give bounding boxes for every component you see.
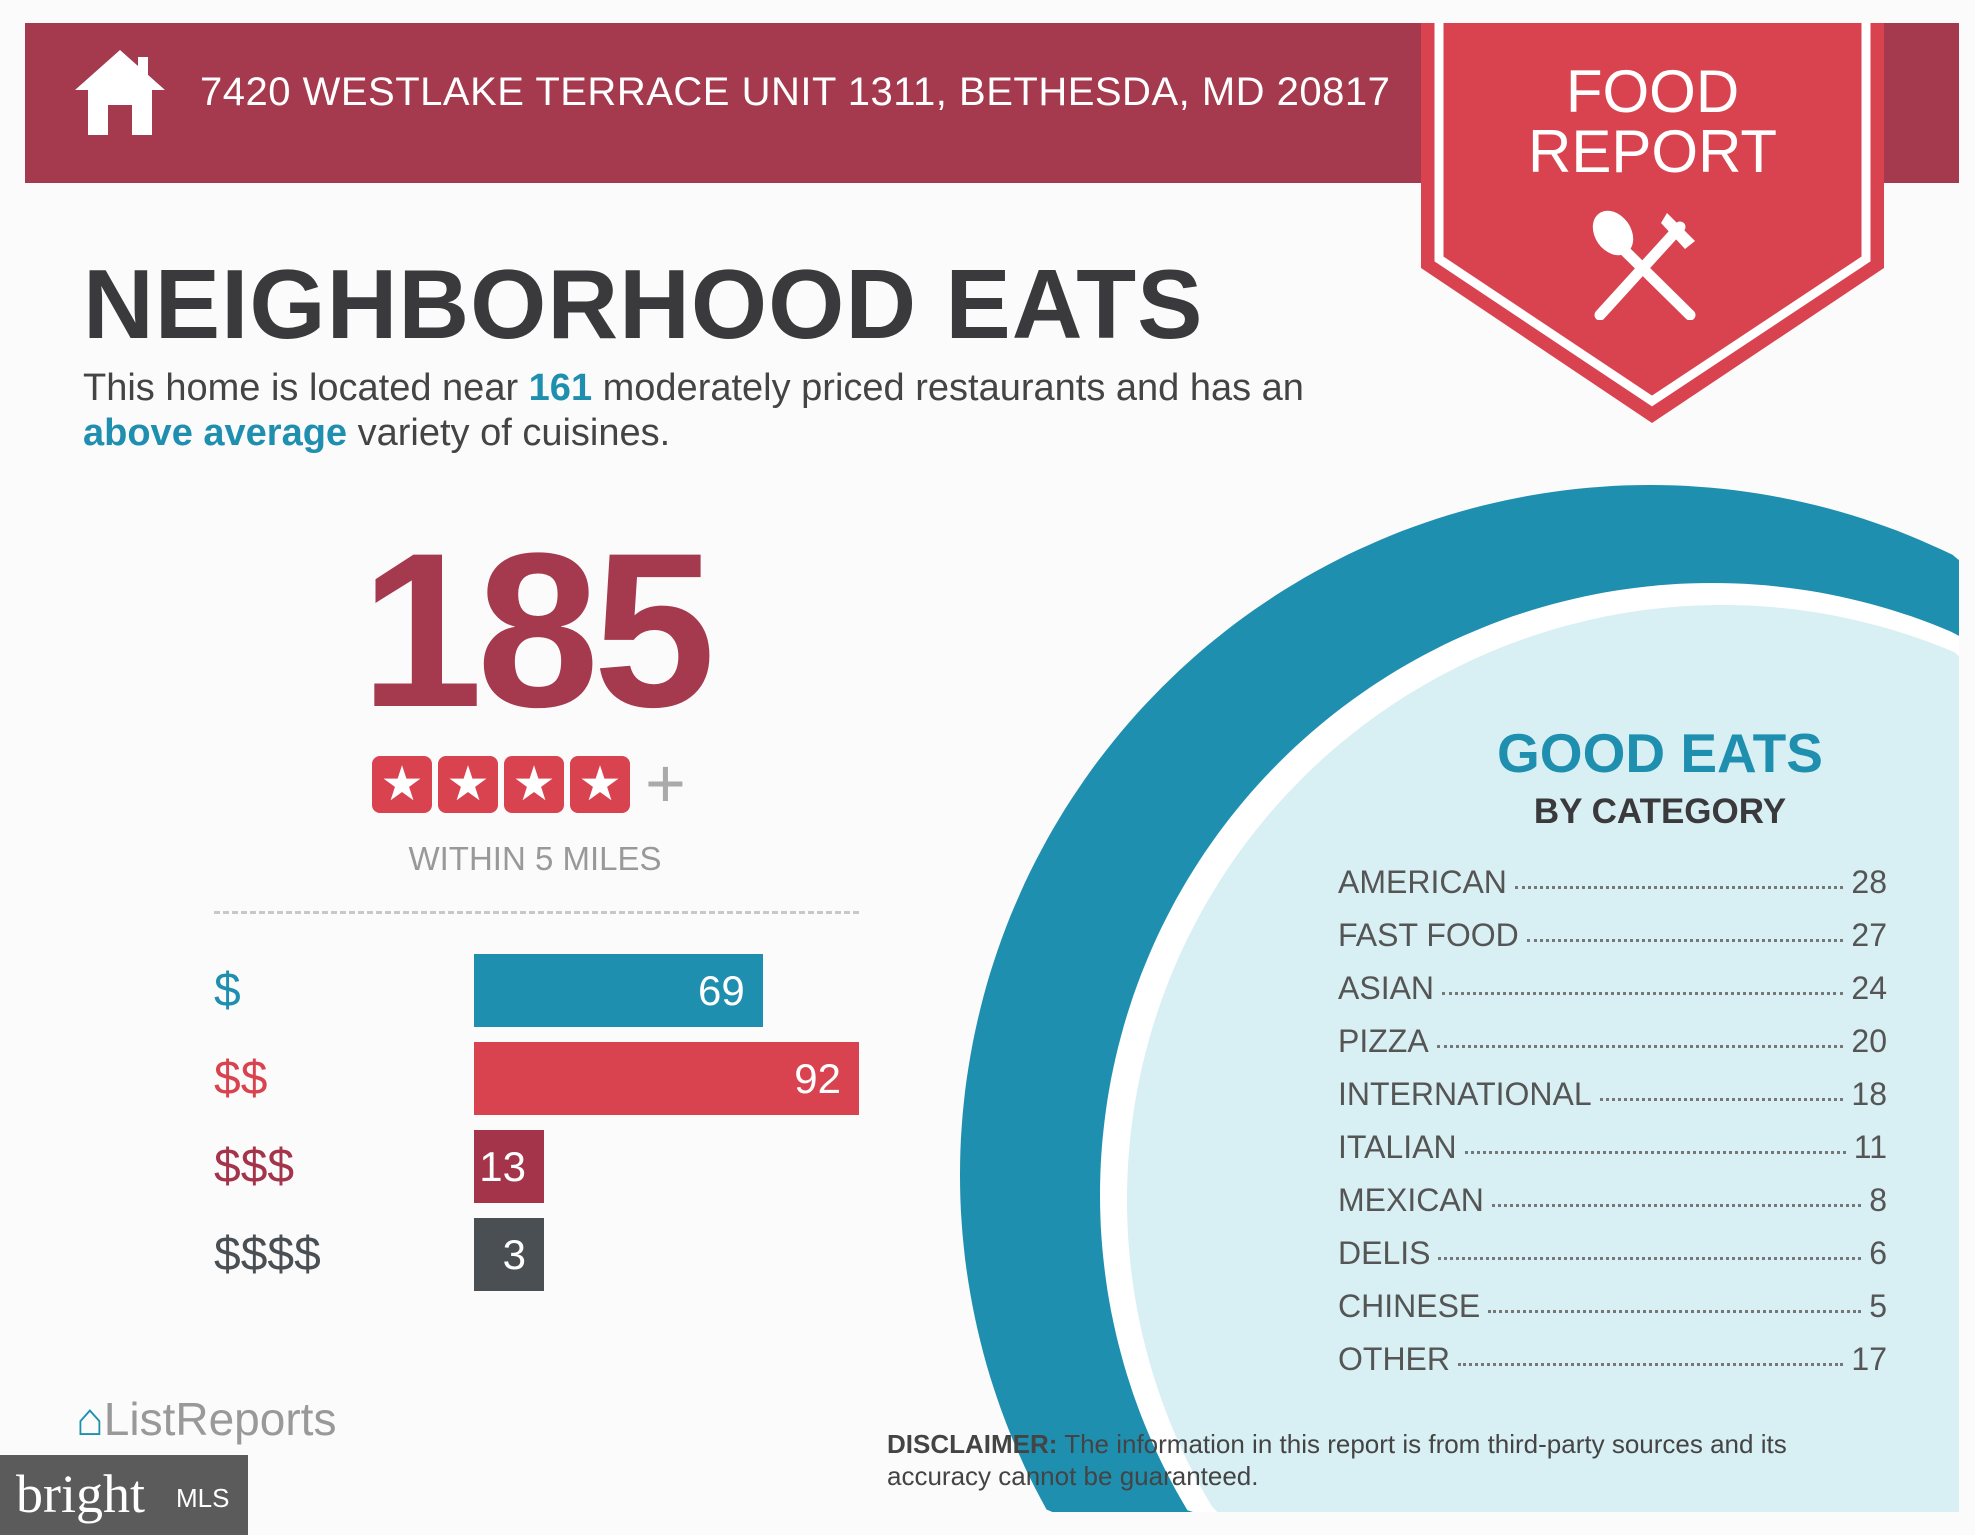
watermark-bright: bright <box>16 1464 145 1524</box>
good-eats-title: GOOD EATS <box>1497 722 1823 784</box>
star-rating: ★ ★ ★ ★ <box>372 756 630 813</box>
category-row: DELIS 6 <box>1338 1233 1887 1273</box>
price-tier-label: $ <box>214 964 241 1017</box>
price-tier-label: $$$ <box>214 1140 295 1193</box>
category-count: 5 <box>1869 1288 1887 1324</box>
badge-line-1: FOOD <box>1565 58 1740 125</box>
plus-sign: + <box>645 744 686 822</box>
category-row: AMERICAN 28 <box>1338 862 1887 902</box>
category-count: 24 <box>1851 970 1887 1006</box>
category-row: ASIAN 24 <box>1338 968 1887 1008</box>
price-tier-bar: 13 <box>474 1130 544 1203</box>
property-address: 7420 WESTLAKE TERRACE UNIT 1311, BETHESD… <box>200 70 1391 114</box>
category-name: ASIAN <box>1338 970 1435 1006</box>
brand-name: ListReports <box>103 1393 337 1445</box>
price-tier-bar: 3 <box>474 1218 544 1291</box>
watermark-mls: MLS <box>176 1483 230 1513</box>
category-count: 8 <box>1869 1182 1887 1218</box>
price-tier-bar: 92 <box>474 1042 859 1115</box>
price-tier-label: $$$$ <box>214 1228 321 1281</box>
category-row: INTERNATIONAL 18 <box>1338 1074 1887 1114</box>
category-count: 6 <box>1869 1235 1887 1271</box>
variety-rating: above average <box>83 412 348 454</box>
summary-text: This home is located near 161 moderately… <box>83 366 1403 456</box>
logo-drop-icon: ⌂ <box>76 1393 104 1445</box>
house-icon <box>75 50 165 135</box>
category-row: MEXICAN 8 <box>1338 1180 1887 1220</box>
category-row: CHINESE 5 <box>1338 1286 1887 1326</box>
category-row: ITALIAN 11 <box>1338 1127 1887 1167</box>
summary-post: variety of cuisines. <box>347 412 671 454</box>
category-count: 18 <box>1851 1076 1887 1112</box>
leader-dots <box>1599 1098 1844 1101</box>
leader-dots <box>1442 992 1844 995</box>
category-row: PIZZA 20 <box>1338 1021 1887 1061</box>
category-name: ITALIAN <box>1338 1129 1457 1165</box>
total-restaurants: 185 <box>360 507 715 753</box>
category-count: 17 <box>1851 1341 1887 1377</box>
disclaimer-label: DISCLAIMER: <box>887 1429 1058 1459</box>
category-count: 28 <box>1851 864 1887 900</box>
badge-line-2: REPORT <box>1528 118 1777 185</box>
listreports-logo: ⌂ListReports <box>76 1392 336 1446</box>
food-report-badge <box>1421 23 1884 423</box>
leader-dots <box>1491 1204 1862 1207</box>
star-icon: ★ <box>372 756 432 813</box>
category-name: MEXICAN <box>1338 1182 1484 1218</box>
category-row: OTHER 17 <box>1338 1339 1887 1379</box>
leader-dots <box>1514 886 1844 889</box>
bright-mls-watermark: bright MLS <box>0 1455 248 1535</box>
category-name: INTERNATIONAL <box>1338 1076 1592 1112</box>
plate-inner <box>1127 605 1959 1512</box>
disclaimer: DISCLAIMER: The information in this repo… <box>887 1428 1897 1492</box>
leader-dots <box>1488 1310 1862 1313</box>
star-icon: ★ <box>570 756 630 813</box>
good-eats-subtitle: BY CATEGORY <box>1533 792 1787 831</box>
price-tier-bar: 69 <box>474 954 763 1027</box>
category-name: DELIS <box>1338 1235 1431 1271</box>
page-title: NEIGHBORHOOD EATS <box>83 249 1204 359</box>
restaurant-count: 161 <box>528 367 593 409</box>
category-count: 27 <box>1851 917 1887 953</box>
category-row: FAST FOOD 27 <box>1338 915 1887 955</box>
summary-mid: moderately priced restaurants and has an <box>592 367 1304 409</box>
star-icon: ★ <box>504 756 564 813</box>
radius-label: WITHIN 5 MILES <box>408 840 662 877</box>
leader-dots <box>1458 1363 1844 1366</box>
category-name: PIZZA <box>1338 1023 1429 1059</box>
category-name: CHINESE <box>1338 1288 1481 1324</box>
summary-pre: This home is located near <box>83 367 529 409</box>
category-count: 11 <box>1853 1129 1887 1165</box>
leader-dots <box>1436 1045 1844 1048</box>
leader-dots <box>1526 939 1844 942</box>
disclaimer-text: The information in this report is from t… <box>887 1429 1787 1491</box>
divider <box>214 911 859 914</box>
leader-dots <box>1438 1257 1862 1260</box>
category-count: 20 <box>1851 1023 1887 1059</box>
leader-dots <box>1464 1151 1846 1154</box>
category-name: AMERICAN <box>1338 864 1507 900</box>
price-tier-label: $$ <box>214 1052 268 1105</box>
category-name: FAST FOOD <box>1338 917 1519 953</box>
star-icon: ★ <box>438 756 498 813</box>
spoon-fork-icon <box>1592 210 1696 320</box>
category-name: OTHER <box>1338 1341 1450 1377</box>
